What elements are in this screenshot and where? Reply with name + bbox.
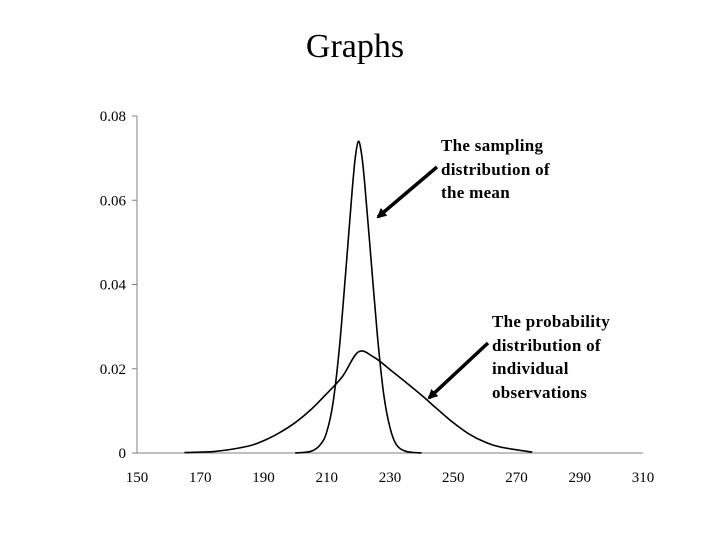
individual-annotation-arrow xyxy=(427,341,490,400)
x-tick-label: 310 xyxy=(632,470,655,486)
probability-distribution-annotation: The probability distribution of individu… xyxy=(492,310,610,404)
annotation-line: distribution of xyxy=(441,159,550,179)
x-tick-label: 210 xyxy=(316,470,339,486)
annotation-line: the mean xyxy=(441,183,510,202)
annotation-line: The probability xyxy=(492,312,611,331)
x-tick-label: 230 xyxy=(379,470,402,486)
mean-annotation-arrow xyxy=(376,165,439,219)
x-tick-label: 250 xyxy=(442,470,465,486)
series-line xyxy=(184,350,533,454)
y-tick-label: 0.08 xyxy=(100,109,126,125)
annotation-line: individual xyxy=(492,359,569,378)
annotation-line: distribution of xyxy=(492,335,601,355)
x-tick-label: 150 xyxy=(126,470,149,486)
slide-title: Graphs xyxy=(305,28,405,65)
annotation-line: The sampling xyxy=(441,136,544,155)
x-tick-label: 190 xyxy=(252,470,275,486)
x-tick-label: 170 xyxy=(189,470,212,486)
y-tick-label: 0.04 xyxy=(100,278,127,294)
annotation-line: observations xyxy=(492,382,588,402)
sampling-distribution-annotation: The sampling distribution of the mean xyxy=(441,134,550,205)
series-line xyxy=(295,140,422,454)
y-tick-label: 0.02 xyxy=(100,362,126,378)
x-tick-label: 270 xyxy=(505,470,528,486)
y-tick-label: 0.06 xyxy=(100,193,127,209)
x-tick-label: 290 xyxy=(569,470,592,486)
y-tick-label: 0 xyxy=(119,446,127,462)
